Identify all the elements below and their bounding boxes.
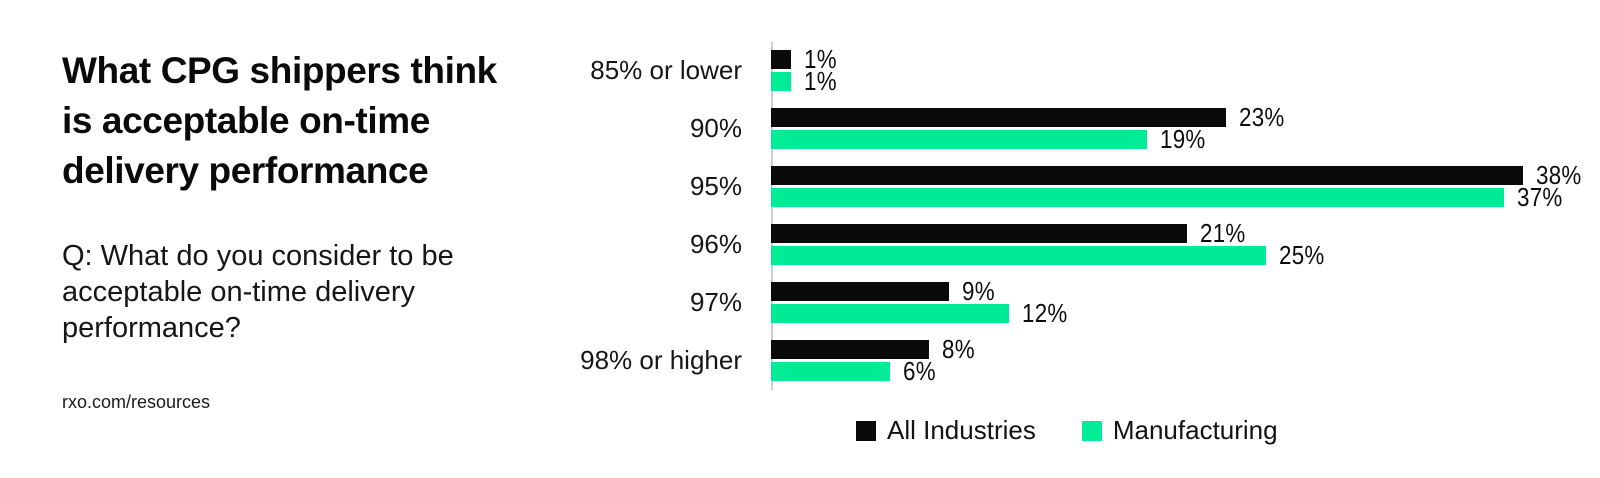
legend-label-manufacturing: Manufacturing bbox=[1112, 415, 1278, 445]
chart-row: 95% 38% 37% bbox=[520, 160, 1589, 212]
all-industries-swatch-icon bbox=[856, 420, 876, 441]
bar-group: 8% 6% bbox=[771, 334, 981, 386]
bar-value-label: 1% bbox=[803, 44, 837, 74]
bar-value-label: 9% bbox=[962, 276, 996, 306]
bar-line: 1% bbox=[771, 44, 842, 74]
bar-all-industries bbox=[771, 108, 1227, 127]
bar-line: 21% bbox=[771, 218, 1332, 248]
bar-manufacturing bbox=[771, 362, 890, 381]
bar-line: 9% bbox=[771, 276, 1075, 306]
bar-manufacturing bbox=[771, 188, 1504, 207]
bar-line: 38% bbox=[771, 160, 1589, 190]
bar-manufacturing bbox=[771, 130, 1148, 149]
bar-group: 1% 1% bbox=[771, 44, 842, 96]
bar-line: 12% bbox=[771, 298, 1075, 328]
source-url: rxo.com/resources bbox=[62, 392, 211, 412]
title-line: is acceptable on-time bbox=[62, 100, 430, 141]
bar-value-label: 25% bbox=[1279, 240, 1325, 270]
question-line: performance? bbox=[62, 312, 241, 344]
page-title: What CPG shippers think is acceptable on… bbox=[62, 46, 562, 196]
bar-value-label: 23% bbox=[1239, 102, 1285, 132]
category-label: 98% or higher bbox=[580, 345, 742, 375]
bar-value-label: 19% bbox=[1160, 124, 1206, 154]
chart-row: 97% 9% 12% bbox=[520, 276, 1589, 328]
bar-manufacturing bbox=[771, 246, 1266, 265]
bar-manufacturing bbox=[771, 72, 791, 91]
legend: All Industries Manufacturing bbox=[856, 415, 1278, 446]
title-line: What CPG shippers think bbox=[62, 50, 497, 91]
bar-line: 1% bbox=[771, 66, 842, 96]
category-label: 97% bbox=[689, 287, 742, 317]
manufacturing-swatch-icon bbox=[1081, 420, 1102, 441]
bar-value-label: 1% bbox=[803, 66, 837, 96]
bar-line: 23% bbox=[771, 102, 1292, 132]
left-panel: What CPG shippers think is acceptable on… bbox=[62, 46, 562, 346]
chart-row: 98% or higher 8% 6% bbox=[520, 334, 1589, 386]
title-line: delivery performance bbox=[62, 150, 429, 191]
bar-all-industries bbox=[771, 282, 950, 301]
bar-value-label: 38% bbox=[1536, 160, 1582, 190]
bar-all-industries bbox=[771, 166, 1524, 185]
bar-group: 21% 25% bbox=[771, 218, 1332, 270]
bar-line: 37% bbox=[771, 182, 1589, 212]
category-label: 85% or lower bbox=[590, 55, 742, 85]
bar-all-industries bbox=[771, 50, 791, 69]
legend-label-all-industries: All Industries bbox=[887, 415, 1036, 445]
chart-row: 85% or lower 1% 1% bbox=[520, 44, 1589, 96]
bar-group: 9% 12% bbox=[771, 276, 1075, 328]
bar-line: 25% bbox=[771, 240, 1332, 270]
bar-line: 19% bbox=[771, 124, 1292, 154]
category-label: 96% bbox=[689, 229, 742, 259]
bar-line: 6% bbox=[771, 356, 981, 386]
category-label: 90% bbox=[689, 113, 742, 143]
y-axis-line bbox=[771, 42, 773, 390]
bar-value-label: 6% bbox=[902, 356, 936, 386]
chart-row: 96% 21% 25% bbox=[520, 218, 1589, 270]
bar-value-label: 12% bbox=[1021, 298, 1068, 328]
category-label: 95% bbox=[689, 171, 742, 201]
question-line: Q: What do you consider to be bbox=[62, 240, 454, 272]
bar-value-label: 21% bbox=[1199, 218, 1246, 248]
survey-question: Q: What do you consider to be acceptable… bbox=[62, 238, 562, 346]
bar-chart: 85% or lower 1% 1% 90% 23% 19% 95% 38% 37% 96% 21%… bbox=[520, 44, 1589, 398]
legend-item-all-industries: All Industries bbox=[856, 415, 1036, 446]
bar-group: 38% 37% bbox=[771, 160, 1589, 212]
bar-value-label: 37% bbox=[1516, 182, 1563, 212]
bar-all-industries bbox=[771, 224, 1187, 243]
bar-all-industries bbox=[771, 340, 930, 359]
bar-group: 23% 19% bbox=[771, 102, 1292, 154]
question-line: acceptable on-time delivery bbox=[62, 276, 416, 308]
chart-row: 90% 23% 19% bbox=[520, 102, 1589, 154]
bar-manufacturing bbox=[771, 304, 1009, 323]
bar-value-label: 8% bbox=[942, 334, 976, 364]
bar-line: 8% bbox=[771, 334, 981, 364]
legend-item-manufacturing: Manufacturing bbox=[1081, 415, 1278, 446]
